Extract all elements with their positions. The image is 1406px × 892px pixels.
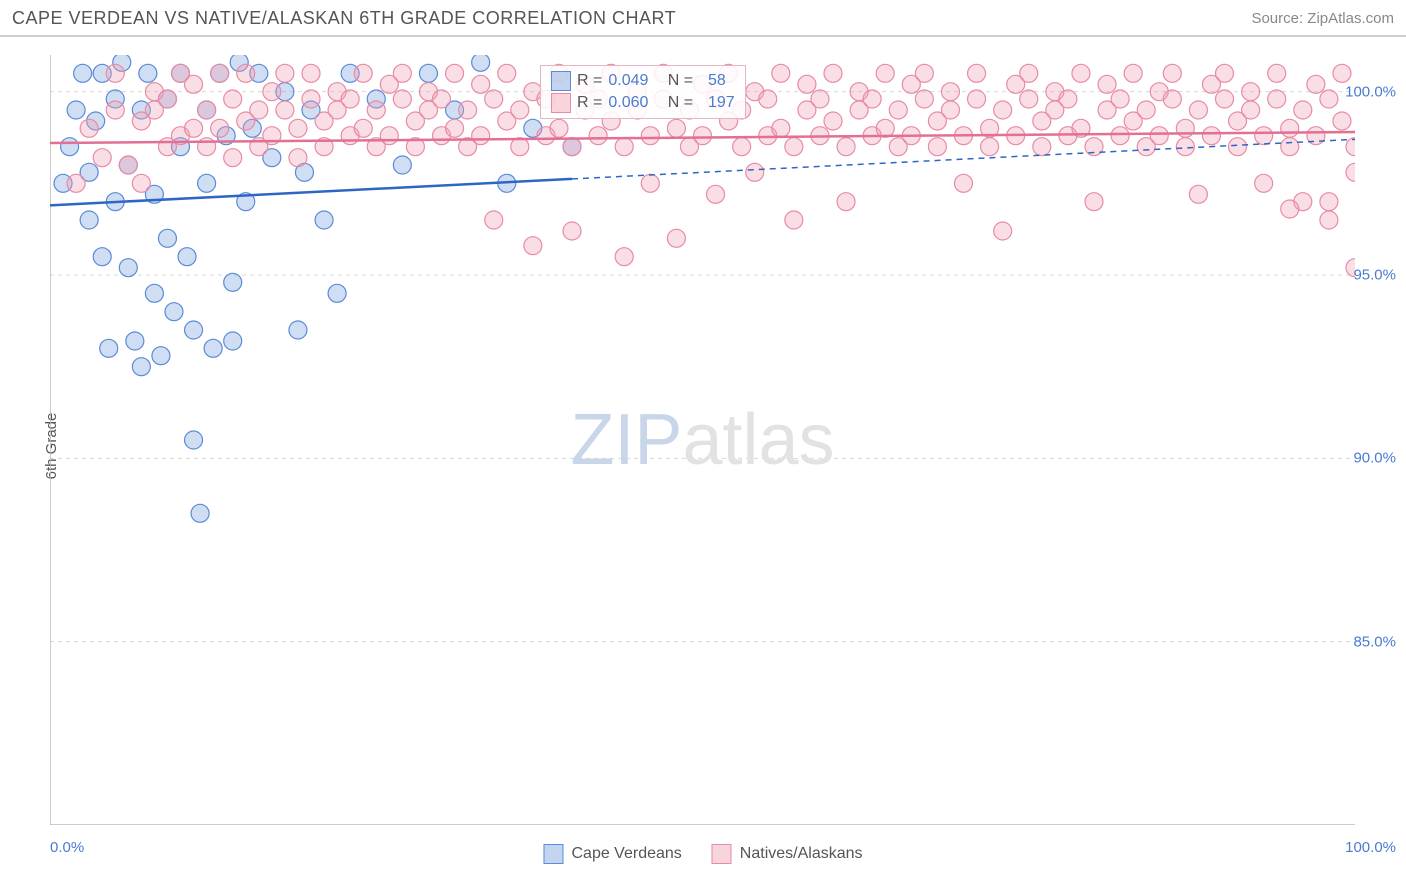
legend-n-label: N = xyxy=(654,94,702,112)
legend-r-value: 0.049 xyxy=(608,72,648,90)
chart-area: ZIPatlas R = 0.049 N = 58 R = 0.060 N = … xyxy=(50,55,1355,825)
legend-n-label: N = xyxy=(654,72,702,90)
series-swatch xyxy=(712,844,732,864)
y-tick: 100.0% xyxy=(1345,83,1396,100)
legend-row: R = 0.060 N = 197 xyxy=(551,92,735,114)
series-legend-item: Natives/Alaskans xyxy=(712,844,863,864)
legend-n-value: 58 xyxy=(708,72,726,90)
legend-n-value: 197 xyxy=(708,94,735,112)
y-tick: 85.0% xyxy=(1353,633,1396,650)
chart-source: Source: ZipAtlas.com xyxy=(1251,10,1394,27)
x-tick-left: 0.0% xyxy=(50,839,84,856)
legend-r-value: 0.060 xyxy=(608,94,648,112)
series-swatch xyxy=(543,844,563,864)
y-tick: 95.0% xyxy=(1353,267,1396,284)
legend-r-label: R = xyxy=(577,94,602,112)
legend-swatch xyxy=(551,71,571,91)
legend-r-label: R = xyxy=(577,72,602,90)
series-legend-item: Cape Verdeans xyxy=(543,844,681,864)
scatter-chart xyxy=(50,55,1355,825)
stats-legend: R = 0.049 N = 58 R = 0.060 N = 197 xyxy=(540,65,746,119)
chart-header: CAPE VERDEAN VS NATIVE/ALASKAN 6TH GRADE… xyxy=(0,0,1406,37)
x-tick-right: 100.0% xyxy=(1345,839,1396,856)
legend-row: R = 0.049 N = 58 xyxy=(551,70,735,92)
series-label: Natives/Alaskans xyxy=(740,845,863,863)
series-legend: Cape Verdeans Natives/Alaskans xyxy=(543,844,862,864)
legend-swatch xyxy=(551,93,571,113)
chart-title: CAPE VERDEAN VS NATIVE/ALASKAN 6TH GRADE… xyxy=(12,8,676,29)
y-tick: 90.0% xyxy=(1353,450,1396,467)
series-label: Cape Verdeans xyxy=(571,845,681,863)
